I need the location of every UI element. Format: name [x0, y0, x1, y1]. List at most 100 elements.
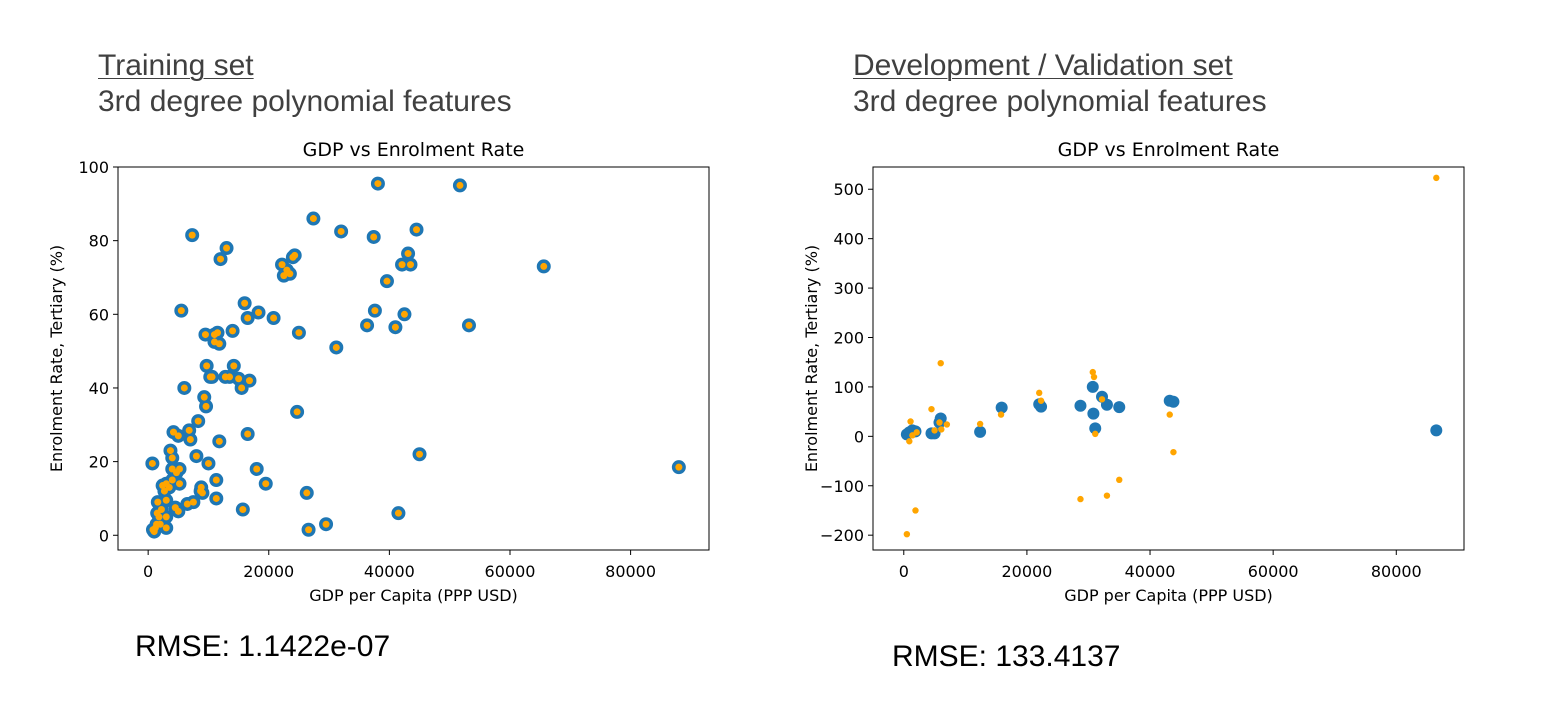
x-tick-label: 40000: [1125, 562, 1176, 581]
predicted-point: [907, 418, 914, 425]
predicted-point: [322, 520, 330, 528]
predicted-point: [912, 507, 919, 514]
predicted-point: [997, 411, 1005, 418]
predicted-point: [229, 327, 237, 335]
x-tick-label: 40000: [364, 562, 415, 581]
actual-point: [1167, 395, 1180, 408]
predicted-point: [286, 270, 294, 278]
predicted-point: [156, 520, 164, 528]
predicted-point: [404, 250, 412, 258]
predicted-point: [148, 459, 156, 467]
predicted-point: [303, 489, 311, 497]
predicted-point: [174, 432, 182, 440]
predicted-point: [456, 181, 464, 189]
predicted-point: [169, 428, 177, 436]
predicted-point: [937, 359, 944, 367]
predicted-point: [270, 314, 278, 322]
x-tick-label: 80000: [1371, 562, 1422, 581]
predicted-point: [938, 426, 945, 433]
predicted-point: [936, 419, 943, 426]
predicted-point: [212, 476, 220, 484]
predicted-point: [241, 299, 249, 307]
training-set-title: Training set: [98, 49, 254, 82]
validation-panel-heading: Development / Validation set 3rd degree …: [853, 48, 1267, 120]
predicted-point: [198, 489, 206, 497]
predicted-point: [262, 480, 270, 488]
predicted-point: [214, 329, 222, 337]
x-tick-label: 0: [899, 562, 909, 581]
predicted-point: [1116, 476, 1123, 484]
predicted-point: [295, 329, 303, 337]
validation-set-subtitle: 3rd degree polynomial features: [853, 85, 1267, 118]
chart-title: GDP vs Enrolment Rate: [1058, 139, 1280, 161]
actual-point: [1430, 424, 1443, 437]
y-tick-label: 20: [89, 453, 109, 472]
predicted-point: [278, 261, 286, 269]
predicted-point: [398, 261, 406, 269]
predicted-point: [162, 513, 170, 521]
predicted-point: [176, 480, 184, 488]
predicted-point: [162, 496, 170, 504]
predicted-point: [154, 498, 162, 506]
predicted-point: [906, 438, 913, 445]
predicted-point: [1037, 397, 1045, 404]
y-tick-label: −200: [820, 526, 864, 545]
y-tick-label: 0: [99, 526, 109, 545]
actual-point: [1089, 422, 1102, 435]
plot-frame: [872, 166, 1465, 551]
predicted-point: [305, 526, 313, 534]
y-tick-label: 200: [833, 328, 864, 347]
predicted-point: [239, 505, 247, 513]
predicted-point: [253, 465, 261, 473]
predicted-point: [1098, 396, 1106, 403]
y-tick-label: 60: [89, 305, 109, 324]
actual-point: [1113, 401, 1126, 414]
y-tick-label: 40: [89, 379, 109, 398]
predicted-point: [928, 405, 935, 413]
y-tick-label: 400: [833, 230, 864, 249]
y-tick-label: 100: [78, 158, 109, 177]
predicted-point: [976, 420, 984, 428]
x-tick-label: 20000: [243, 562, 294, 581]
predicted-point: [1103, 492, 1111, 499]
predicted-point: [363, 321, 371, 329]
predicted-point: [291, 251, 299, 259]
predicted-point: [215, 437, 223, 445]
predicted-point: [332, 343, 340, 351]
predicted-point: [180, 384, 188, 392]
predicted-point: [1089, 368, 1096, 376]
predicted-point: [176, 465, 184, 473]
x-tick-label: 20000: [1001, 562, 1052, 581]
predicted-point: [217, 255, 225, 263]
predicted-point: [197, 483, 205, 491]
x-tick-label: 60000: [1248, 562, 1299, 581]
y-axis-label: Enrolment Rate, Tertiary (%): [47, 245, 66, 472]
y-tick-label: 300: [833, 279, 864, 298]
predicted-point: [168, 454, 176, 462]
predicted-point: [309, 215, 317, 223]
predicted-point: [913, 429, 920, 436]
predicted-point: [188, 231, 196, 239]
predicted-point: [244, 430, 252, 438]
x-axis-label: GDP per Capita (PPP USD): [1064, 586, 1273, 605]
plot-frame: [117, 166, 710, 551]
predicted-point: [931, 427, 938, 434]
predicted-point: [157, 505, 165, 513]
validation-rmse: RMSE: 133.4137: [892, 640, 1121, 673]
predicted-point: [174, 507, 182, 515]
predicted-point: [200, 393, 208, 401]
predicted-point: [238, 384, 246, 392]
y-tick-label: 80: [89, 232, 109, 251]
predicted-point: [540, 262, 548, 270]
predicted-point: [391, 323, 399, 331]
predicted-point: [337, 227, 345, 235]
predicted-point: [155, 513, 163, 521]
validation-chart: GDP vs Enrolment Rate 0 20000 40000 60000 800…: [802, 139, 1465, 605]
y-tick-label: −100: [820, 477, 864, 496]
training-set-subtitle: 3rd degree polynomial features: [98, 85, 512, 118]
actual-point: [1035, 400, 1048, 413]
predicted-point: [162, 524, 170, 532]
predicted-point: [204, 459, 212, 467]
